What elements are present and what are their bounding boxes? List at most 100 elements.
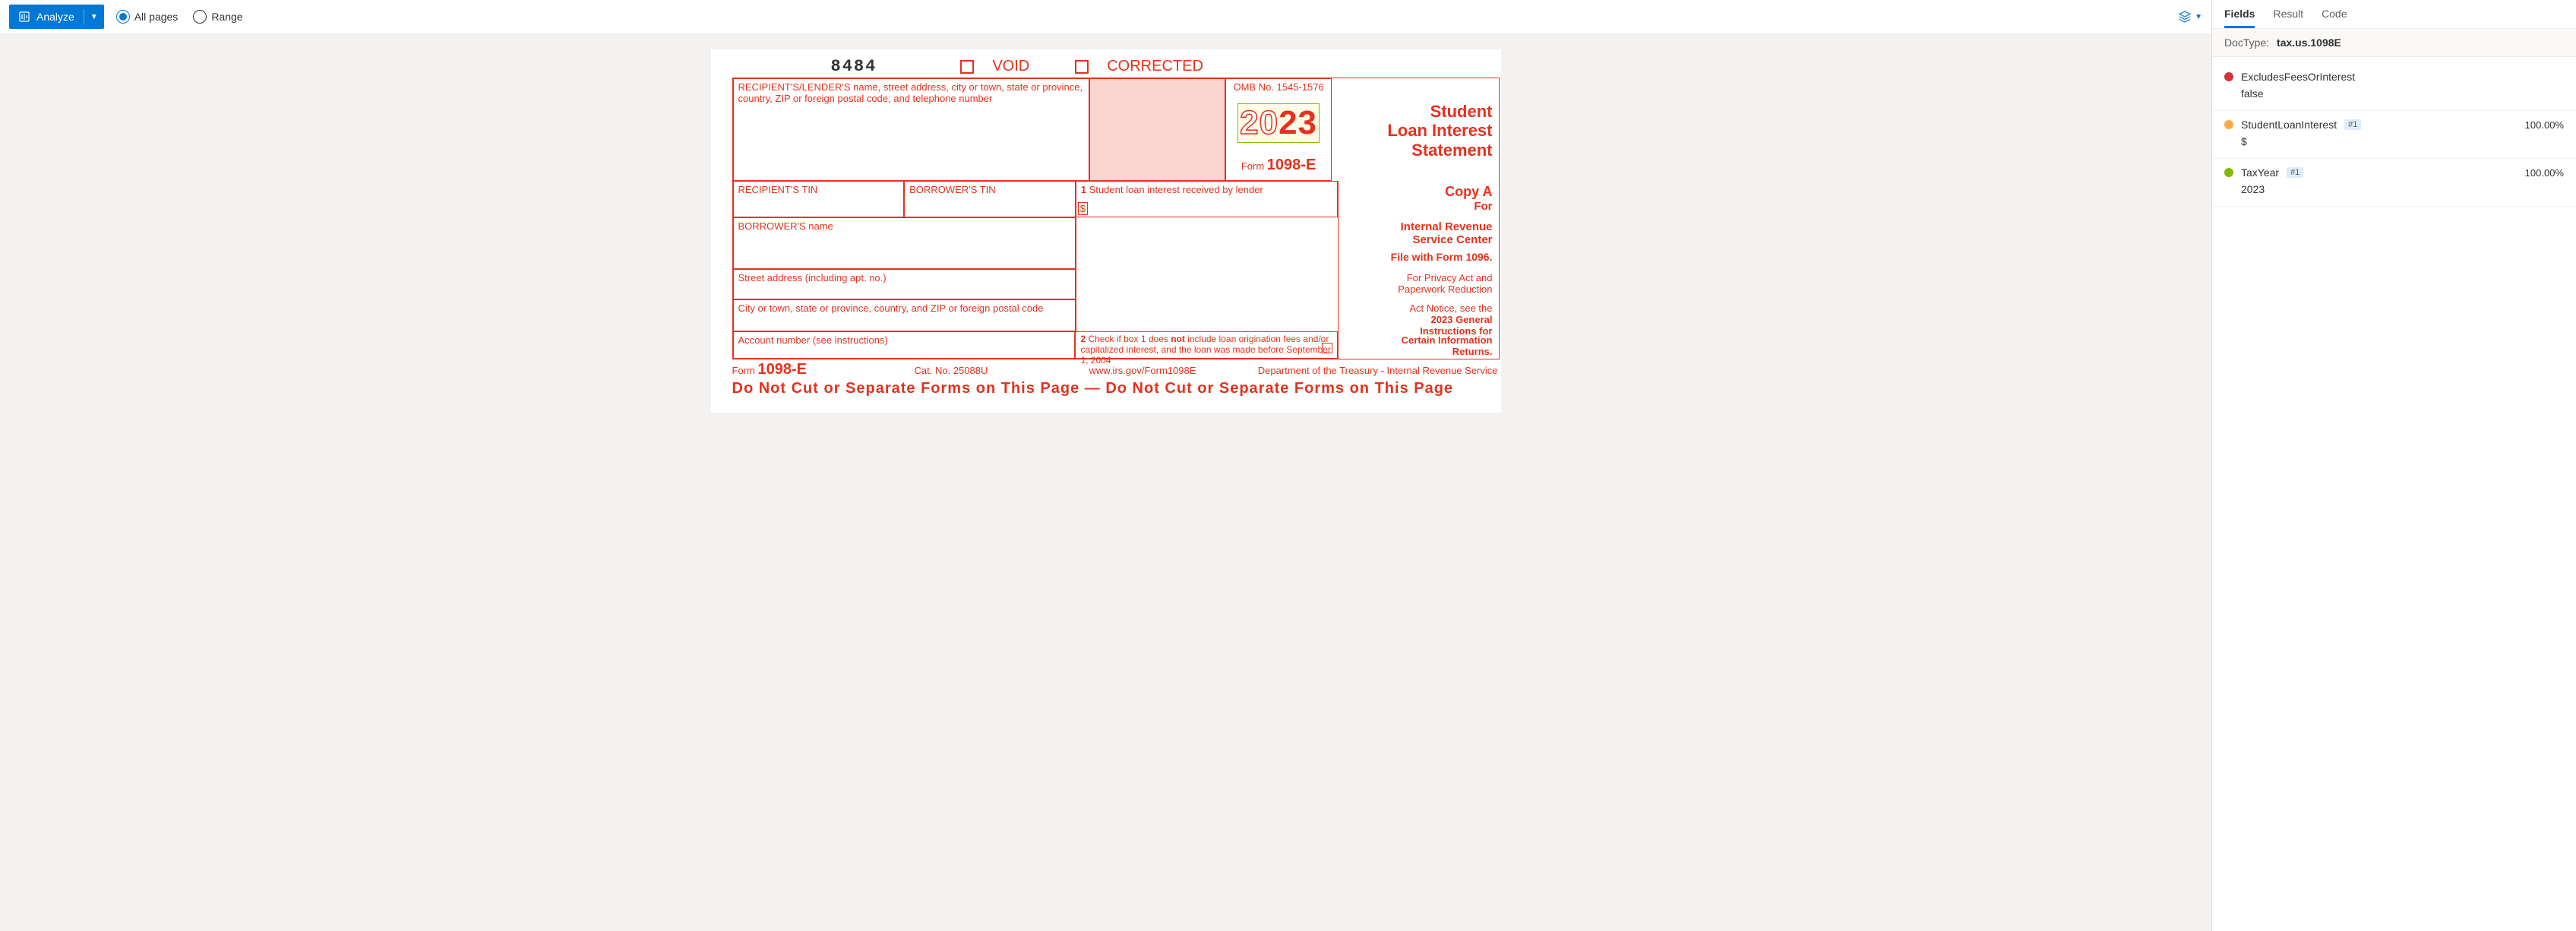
doctype-bar: DocType: tax.us.1098E bbox=[2212, 29, 2576, 57]
account-label: Account number (see instructions) bbox=[738, 334, 888, 346]
analyze-label: Analyze bbox=[36, 11, 74, 23]
cell-account: Account number (see instructions) bbox=[733, 331, 1076, 359]
footer-form-label: Form bbox=[732, 365, 755, 376]
title-line-1: Student bbox=[1336, 102, 1493, 121]
box2-text-a: Check if box 1 does bbox=[1088, 334, 1171, 344]
cell-privacy-3: Certain Information Returns. bbox=[1338, 331, 1499, 359]
box1-label: Student loan interest received by lender bbox=[1089, 184, 1263, 195]
void-checkbox bbox=[960, 60, 974, 74]
tax-year: 2023 bbox=[1231, 103, 1326, 143]
radio-range[interactable]: Range bbox=[193, 10, 242, 24]
privacy-line-1: For Privacy Act and bbox=[1345, 272, 1493, 283]
cell-lender-info: RECIPIENT'S/LENDER'S name, street addres… bbox=[733, 78, 1089, 181]
form-label: Form bbox=[1241, 160, 1264, 172]
footer-form-code: 1098-E bbox=[757, 361, 807, 378]
field-value: false bbox=[2241, 87, 2564, 100]
cell-pink-spacer bbox=[1089, 78, 1226, 181]
box2-number: 2 bbox=[1080, 334, 1086, 344]
field-badge: #1 bbox=[2287, 167, 2303, 178]
field-row[interactable]: StudentLoanInterest#1100.00%$ bbox=[2212, 111, 2576, 159]
cell-privacy-1: For Privacy Act and Paperwork Reduction bbox=[1338, 269, 1499, 299]
corrected-label: CORRECTED bbox=[1107, 58, 1203, 75]
field-color-dot bbox=[2224, 120, 2233, 129]
cell-borrower-tin: BORROWER'S TIN bbox=[904, 181, 1076, 217]
box2-not: not bbox=[1171, 334, 1185, 344]
field-color-dot bbox=[2224, 72, 2233, 81]
page-mode-radio-group: All pages Range bbox=[116, 10, 243, 24]
cell-form-title: Student Loan Interest Statement bbox=[1332, 78, 1499, 181]
privacy-line-3: Act Notice, see the bbox=[1345, 302, 1493, 314]
analyze-button[interactable]: Analyze ▼ bbox=[9, 5, 104, 29]
field-value: 2023 bbox=[2241, 183, 2564, 195]
file-with-label: File with Form 1096. bbox=[1345, 251, 1493, 263]
chevron-down-icon: ▼ bbox=[2195, 13, 2202, 21]
field-name: TaxYear bbox=[2241, 166, 2279, 179]
copy-a-label: Copy A bbox=[1345, 184, 1492, 200]
box2-checkbox bbox=[1322, 343, 1332, 353]
privacy-line-7: Returns. bbox=[1345, 346, 1493, 357]
cell-city: City or town, state or province, country… bbox=[733, 299, 1076, 331]
cell-box1: 1 Student loan interest received by lend… bbox=[1076, 181, 1338, 217]
field-row[interactable]: ExcludesFeesOrInterest false bbox=[2212, 63, 2576, 111]
corrected-checkbox bbox=[1075, 60, 1089, 74]
field-confidence: 100.00% bbox=[2525, 119, 2564, 131]
form-code: 1098-E bbox=[1267, 157, 1316, 173]
side-tabs: Fields Result Code bbox=[2212, 0, 2576, 29]
form-footer: Form 1098-E Cat. No. 25088U www.irs.gov/… bbox=[732, 359, 1500, 380]
for-label: For bbox=[1345, 200, 1492, 213]
document-viewer[interactable]: 8484 VOID CORRECTED RECIPIENT'S/LENDER'S… bbox=[0, 34, 2211, 931]
void-label: VOID bbox=[992, 58, 1029, 75]
analyze-icon bbox=[18, 11, 30, 23]
privacy-line-4: 2023 General bbox=[1345, 314, 1493, 325]
cell-privacy-2: Act Notice, see the 2023 General Instruc… bbox=[1338, 299, 1499, 331]
cell-irs-center: Internal Revenue Service Center File wit… bbox=[1338, 217, 1499, 269]
borrower-tin-label: BORROWER'S TIN bbox=[909, 184, 995, 195]
title-line-2: Loan Interest bbox=[1336, 121, 1493, 140]
privacy-line-6: Certain Information bbox=[1345, 334, 1493, 346]
doctype-label: DocType: bbox=[2224, 36, 2269, 49]
layers-control[interactable]: ▼ bbox=[2178, 10, 2202, 24]
toolbar: Analyze ▼ All pages Range bbox=[0, 0, 2211, 34]
cell-mid-empty-3 bbox=[1076, 299, 1338, 331]
privacy-line-2: Paperwork Reduction bbox=[1345, 283, 1493, 295]
cell-mid-empty-2 bbox=[1076, 269, 1338, 299]
radio-all-pages-label: All pages bbox=[134, 11, 179, 23]
city-label: City or town, state or province, country… bbox=[738, 302, 1044, 314]
cell-street: Street address (including apt. no.) bbox=[733, 269, 1076, 299]
cell-copy-a: Copy A For bbox=[1338, 181, 1498, 217]
chevron-down-icon[interactable]: ▼ bbox=[90, 13, 98, 21]
year-prefix: 20 bbox=[1240, 104, 1279, 141]
field-name: StudentLoanInterest bbox=[2241, 119, 2337, 131]
title-line-3: Statement bbox=[1336, 141, 1493, 160]
recipient-tin-label: RECIPIENT'S TIN bbox=[738, 184, 818, 195]
tab-code[interactable]: Code bbox=[2322, 8, 2347, 28]
footer-cat-no: Cat. No. 25088U bbox=[915, 365, 1089, 376]
form-1098e: RECIPIENT'S/LENDER'S name, street addres… bbox=[732, 78, 1500, 359]
omb-number: OMB No. 1545-1576 bbox=[1231, 81, 1326, 93]
cell-recipient-tin: RECIPIENT'S TIN bbox=[733, 181, 905, 217]
box1-number: 1 bbox=[1081, 184, 1086, 195]
radio-all-pages[interactable]: All pages bbox=[116, 10, 179, 24]
form-stamp: 8484 bbox=[831, 57, 877, 76]
irs-center-1: Internal Revenue bbox=[1345, 220, 1493, 233]
field-row[interactable]: TaxYear #1 100.00% 2023 bbox=[2212, 159, 2576, 207]
borrower-name-label: BORROWER'S name bbox=[738, 220, 833, 232]
field-value: $ bbox=[2241, 135, 2564, 147]
document-page: 8484 VOID CORRECTED RECIPIENT'S/LENDER'S… bbox=[711, 49, 1501, 413]
tab-result[interactable]: Result bbox=[2273, 8, 2303, 28]
footer-url: www.irs.gov/Form1098E bbox=[1089, 365, 1241, 376]
tab-fields[interactable]: Fields bbox=[2224, 8, 2255, 28]
field-confidence: 100.00% bbox=[2525, 167, 2564, 179]
cell-borrower-name: BORROWER'S name bbox=[733, 217, 1076, 269]
cell-box2: 2 Check if box 1 does not include loan o… bbox=[1075, 331, 1338, 359]
doctype-value: tax.us.1098E bbox=[2277, 36, 2341, 49]
field-name: ExcludesFeesOrInterest bbox=[2241, 71, 2355, 83]
dollar-sign: $ bbox=[1078, 202, 1088, 215]
lender-label: RECIPIENT'S/LENDER'S name, street addres… bbox=[738, 81, 1083, 104]
do-not-cut-warning: Do Not Cut or Separate Forms on This Pag… bbox=[732, 380, 1500, 397]
cell-omb: OMB No. 1545-1576 2023 Form 1098-E bbox=[1225, 78, 1332, 181]
side-panel: Fields Result Code DocType: tax.us.1098E… bbox=[2211, 0, 2576, 931]
irs-center-2: Service Center bbox=[1345, 233, 1493, 246]
fields-list: ExcludesFeesOrInterest false StudentLoanIn… bbox=[2212, 57, 2576, 213]
radio-range-label: Range bbox=[211, 11, 242, 23]
